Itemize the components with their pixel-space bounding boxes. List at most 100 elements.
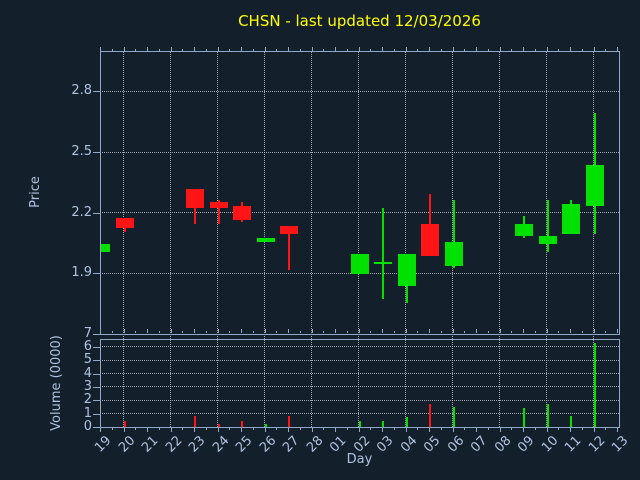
- candle-body: [209, 201, 228, 208]
- x-tick: [205, 331, 207, 333]
- x-tick: [135, 331, 137, 333]
- x-tick: [417, 331, 419, 333]
- x-tick: [299, 331, 301, 333]
- gridline-h: [100, 373, 619, 375]
- gridline-v: [499, 51, 500, 427]
- volume-bar: [288, 415, 290, 427]
- x-tick: [605, 331, 607, 333]
- x-tick: [476, 428, 477, 432]
- x-tick: [499, 428, 501, 432]
- x-tick: [393, 428, 395, 430]
- x-tick: [417, 428, 419, 430]
- y-tick: [93, 212, 100, 214]
- x-tick: [170, 47, 172, 51]
- x-tick: [194, 428, 195, 432]
- candle-body: [397, 254, 416, 287]
- gridline-h: [100, 212, 619, 214]
- y-tick: [93, 346, 100, 348]
- x-tick: [605, 49, 607, 51]
- y-tick: [93, 360, 100, 362]
- gridline-v: [217, 51, 218, 427]
- x-tick: [194, 47, 195, 51]
- x-tick: [194, 329, 195, 333]
- x-tick: [499, 47, 501, 51]
- x-tick: [311, 329, 313, 333]
- x-tick: [452, 47, 454, 51]
- y-tick: [93, 152, 100, 154]
- candle-wick: [452, 199, 455, 269]
- x-tick: [241, 47, 242, 51]
- x-tick: [617, 47, 618, 51]
- x-tick: [205, 49, 207, 51]
- x-tick: [252, 428, 254, 430]
- volume-bar: [593, 342, 596, 427]
- gridline-h: [100, 151, 619, 153]
- x-tick: [217, 47, 219, 51]
- x-tick: [546, 428, 548, 432]
- x-tick: [546, 47, 548, 51]
- y-tick: [93, 386, 100, 388]
- x-tick: [476, 47, 477, 51]
- x-tick: [276, 428, 278, 430]
- volume-tick-label: 1: [83, 405, 92, 421]
- x-tick: [335, 47, 336, 51]
- x-tick: [405, 47, 407, 51]
- volume-bar: [546, 403, 549, 427]
- candle-wick: [546, 199, 549, 253]
- x-tick: [405, 428, 407, 432]
- gridline-h: [100, 359, 619, 361]
- price-tick-label: 2.2: [71, 204, 92, 220]
- volume-bar: [264, 423, 267, 427]
- x-tick: [523, 329, 524, 333]
- x-tick: [534, 49, 536, 51]
- x-tick: [440, 331, 442, 333]
- x-tick: [323, 331, 325, 333]
- x-tick: [581, 428, 583, 430]
- x-tick: [276, 331, 278, 333]
- x-tick: [182, 428, 184, 430]
- x-tick: [135, 49, 137, 51]
- volume-bar: [452, 406, 455, 427]
- x-tick: [346, 49, 348, 51]
- x-tick: [558, 331, 560, 333]
- x-tick: [229, 49, 231, 51]
- volume-tick-label: 2: [83, 392, 92, 408]
- volume-tick-label: 5: [83, 352, 92, 368]
- candle-body: [186, 189, 204, 208]
- gridline-h: [100, 346, 619, 348]
- x-tick: [182, 331, 184, 333]
- x-tick: [429, 47, 430, 51]
- x-tick: [429, 329, 430, 333]
- x-tick: [264, 329, 266, 333]
- price-plot: [100, 51, 620, 335]
- y-tick: [93, 373, 100, 375]
- y-tick: [93, 427, 100, 428]
- x-tick: [558, 49, 560, 51]
- x-tick: [111, 331, 113, 333]
- x-tick: [135, 428, 137, 430]
- x-tick: [123, 329, 125, 333]
- candle-body: [515, 223, 533, 236]
- x-tick: [170, 329, 172, 333]
- x-tick: [241, 329, 242, 333]
- chart-title: CHSN - last updated 12/03/2026: [238, 12, 481, 30]
- gridline-h: [100, 90, 619, 92]
- x-tick: [570, 47, 571, 51]
- volume-bar: [570, 415, 572, 427]
- x-tick: [593, 428, 595, 432]
- gridline-v: [358, 51, 359, 427]
- volume-tick-label: 7: [83, 325, 92, 341]
- x-tick: [440, 49, 442, 51]
- x-tick: [335, 428, 336, 432]
- x-tick: [558, 428, 560, 430]
- x-tick: [100, 329, 101, 333]
- x-tick: [464, 331, 466, 333]
- x-tick: [100, 47, 101, 51]
- x-tick: [382, 47, 383, 51]
- x-tick: [570, 428, 571, 432]
- gridline-v: [311, 51, 312, 427]
- candle-body: [562, 203, 580, 234]
- x-tick: [440, 428, 442, 430]
- candle-body: [538, 235, 557, 245]
